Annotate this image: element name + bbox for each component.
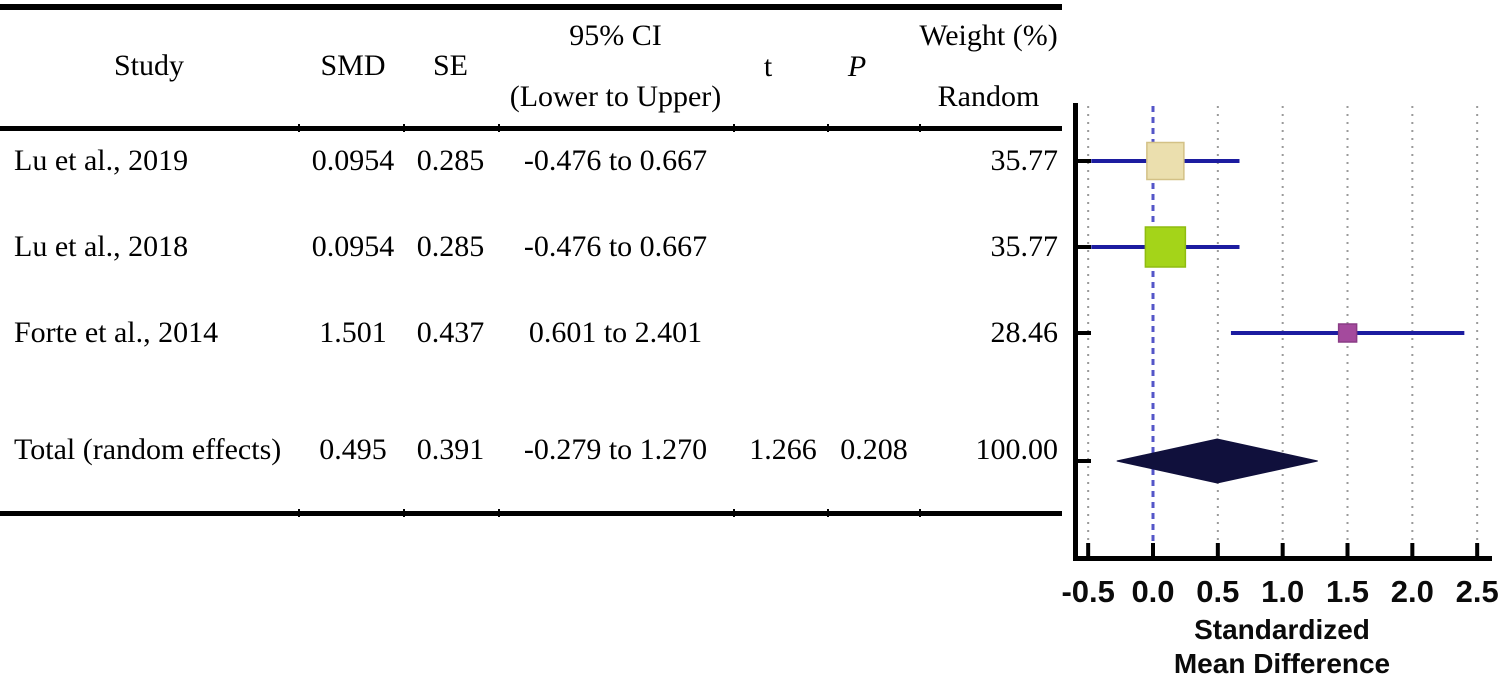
cell-study: Total (random effects) bbox=[14, 433, 282, 466]
x-axis-tick bbox=[1475, 543, 1480, 556]
x-tick-label: 1.0 bbox=[1261, 574, 1304, 609]
cell-weight: 35.77 bbox=[990, 230, 1059, 263]
cell-weight: 35.77 bbox=[990, 144, 1059, 177]
header-se: SE bbox=[432, 49, 468, 82]
column-divider-notch bbox=[298, 124, 300, 132]
cell-p bbox=[827, 222, 921, 272]
column-divider-notch bbox=[733, 124, 735, 132]
header-ci-line1: 95% CI bbox=[569, 19, 662, 52]
cell-se: 0.437 bbox=[416, 316, 485, 349]
forest-plot: -0.5 0.0 0.5 1.0 1.5 2.0 2.5 bbox=[1060, 95, 1498, 681]
column-divider-notch bbox=[827, 124, 829, 132]
table-row-total: Total (random effects) 0.495 0.391 -0.27… bbox=[0, 425, 1062, 475]
table-header-rule bbox=[0, 124, 1062, 132]
x-tick-label: 0.5 bbox=[1196, 574, 1239, 609]
header-t: t bbox=[763, 50, 773, 83]
column-divider-notch bbox=[403, 124, 405, 132]
x-axis-tick bbox=[1215, 543, 1220, 556]
study-marker bbox=[1337, 323, 1358, 343]
y-axis-tick bbox=[1078, 331, 1091, 335]
x-tick-label: 2.0 bbox=[1391, 574, 1434, 609]
header-smd: SMD bbox=[320, 49, 386, 82]
header-p: P bbox=[847, 50, 867, 83]
x-axis-label-line1: Standardized bbox=[1194, 614, 1370, 645]
y-axis-line bbox=[1073, 103, 1078, 561]
x-tick-label: -0.5 bbox=[1061, 574, 1114, 609]
cell-se: 0.285 bbox=[416, 144, 485, 177]
x-axis-tick bbox=[1086, 543, 1091, 556]
study-marker bbox=[1146, 141, 1185, 181]
cell-weight: 28.46 bbox=[990, 316, 1059, 349]
cell-ci: 0.601 to 2.401 bbox=[528, 316, 703, 349]
cell-smd: 1.501 bbox=[319, 316, 387, 349]
cell-ci: -0.476 to 0.667 bbox=[523, 230, 708, 263]
forest-plot-svg: -0.5 0.0 0.5 1.0 1.5 2.0 2.5 bbox=[1061, 103, 1498, 609]
summary-diamond bbox=[1116, 438, 1318, 484]
cell-se: 0.391 bbox=[416, 433, 485, 466]
column-divider-notch bbox=[919, 509, 921, 517]
cell-study: Forte et al., 2014 bbox=[14, 316, 219, 349]
y-axis-tick bbox=[1078, 459, 1091, 463]
cell-p bbox=[827, 136, 921, 186]
cell-t bbox=[733, 136, 833, 186]
header-study: Study bbox=[113, 49, 185, 82]
y-axis-tick bbox=[1078, 245, 1091, 249]
x-axis-tick bbox=[1410, 543, 1415, 556]
cell-t bbox=[733, 308, 833, 358]
x-axis-tick bbox=[1280, 543, 1285, 556]
x-tick-label: 1.5 bbox=[1326, 574, 1369, 609]
column-divider-notch bbox=[827, 509, 829, 517]
header-weight-line1: Weight (%) bbox=[919, 19, 1058, 52]
cell-study: Lu et al., 2019 bbox=[14, 144, 189, 177]
cell-p bbox=[827, 308, 921, 358]
cell-study: Lu et al., 2018 bbox=[14, 230, 189, 263]
x-axis-label-line2: Mean Difference bbox=[1173, 648, 1391, 679]
cell-smd: 0.0954 bbox=[311, 144, 395, 177]
column-divider-notch bbox=[733, 509, 735, 517]
column-divider-notch bbox=[919, 124, 921, 132]
cell-ci: -0.476 to 0.667 bbox=[523, 144, 708, 177]
table-top-rule bbox=[0, 4, 1062, 10]
cell-t bbox=[733, 222, 833, 272]
header-ci-line2: (Lower to Upper) bbox=[509, 80, 722, 113]
table-bottom-rule bbox=[0, 509, 1062, 517]
cell-smd: 0.495 bbox=[319, 433, 387, 466]
column-divider-notch bbox=[498, 509, 500, 517]
column-divider-notch bbox=[298, 509, 300, 517]
x-tick-label: 2.5 bbox=[1456, 574, 1498, 609]
cell-weight: 100.00 bbox=[975, 433, 1059, 466]
y-axis-tick bbox=[1078, 159, 1091, 163]
header-weight-line2: Random bbox=[937, 80, 1040, 113]
cell-smd: 0.0954 bbox=[311, 230, 395, 263]
table-row: Forte et al., 2014 1.501 0.437 0.601 to … bbox=[0, 308, 1062, 358]
x-axis-tick bbox=[1151, 543, 1155, 556]
cell-p: 0.208 bbox=[840, 433, 908, 466]
table-row: Lu et al., 2018 0.0954 0.285 -0.476 to 0… bbox=[0, 222, 1062, 272]
x-axis-line bbox=[1073, 556, 1492, 561]
cell-se: 0.285 bbox=[416, 230, 485, 263]
column-divider-notch bbox=[403, 509, 405, 517]
cell-t: 1.266 bbox=[749, 433, 817, 466]
column-divider-notch bbox=[498, 124, 500, 132]
table-row: Lu et al., 2019 0.0954 0.285 -0.476 to 0… bbox=[0, 136, 1062, 186]
x-tick-label: 0.0 bbox=[1131, 574, 1174, 609]
x-axis-tick bbox=[1345, 543, 1350, 556]
study-marker bbox=[1144, 226, 1187, 268]
cell-ci: -0.279 to 1.270 bbox=[523, 433, 708, 466]
